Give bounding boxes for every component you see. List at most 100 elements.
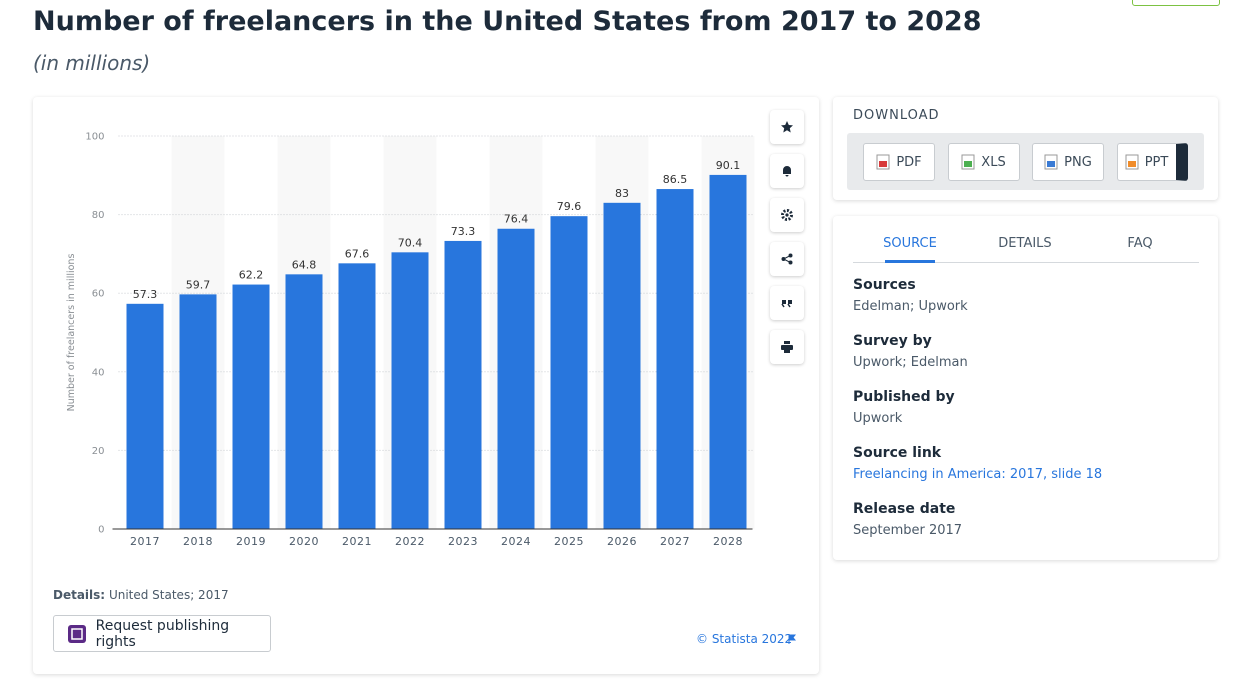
quote-icon bbox=[781, 300, 792, 308]
download-title: DOWNLOAD bbox=[853, 108, 940, 123]
print-button[interactable] bbox=[770, 330, 804, 364]
share-icon bbox=[781, 253, 793, 265]
download-label: XLS bbox=[981, 154, 1006, 170]
notify-button[interactable] bbox=[770, 154, 804, 188]
publish-label: Request publishing rights bbox=[95, 617, 230, 650]
data-label: 59.7 bbox=[186, 278, 211, 291]
bar bbox=[338, 263, 376, 529]
share-button[interactable] bbox=[770, 242, 804, 276]
bar bbox=[285, 274, 323, 529]
x-tick-label: 2022 bbox=[395, 535, 425, 548]
file-icon bbox=[1125, 154, 1139, 170]
file-icon bbox=[1044, 154, 1058, 170]
tab[interactable]: FAQ bbox=[1127, 236, 1153, 251]
file-badge bbox=[1127, 161, 1136, 167]
x-tick-label: 2028 bbox=[713, 535, 743, 548]
x-tick-label: 2027 bbox=[660, 535, 690, 548]
bar bbox=[656, 189, 694, 529]
tab-divider bbox=[853, 262, 1199, 263]
data-label: 79.6 bbox=[557, 200, 582, 213]
bar bbox=[391, 252, 429, 529]
x-tick-label: 2024 bbox=[501, 535, 531, 548]
section-text: Upwork bbox=[853, 411, 903, 426]
section-text: Edelman; Upwork bbox=[853, 299, 968, 314]
data-label: 62.2 bbox=[239, 269, 264, 282]
download-button[interactable]: PPT bbox=[1116, 143, 1188, 181]
file-badge bbox=[879, 161, 888, 167]
section-text: September 2017 bbox=[853, 523, 963, 538]
data-label: 86.5 bbox=[663, 173, 688, 186]
bell-icon bbox=[783, 166, 791, 177]
file-badge bbox=[964, 161, 973, 167]
data-label: 64.8 bbox=[292, 258, 317, 271]
download-label: PNG bbox=[1064, 154, 1092, 170]
y-tick-label: 60 bbox=[92, 289, 105, 300]
gear-icon bbox=[781, 209, 793, 221]
bar bbox=[709, 174, 747, 530]
data-label: 76.4 bbox=[504, 213, 529, 226]
details-text: United States; 2017 bbox=[108, 588, 229, 602]
data-label: 83 bbox=[615, 187, 629, 200]
cite-button[interactable] bbox=[770, 286, 804, 320]
x-tick-label: 2023 bbox=[448, 535, 478, 548]
data-label: 90.1 bbox=[716, 159, 741, 172]
file-icon bbox=[961, 154, 975, 170]
tab[interactable]: SOURCE bbox=[883, 236, 937, 251]
x-tick-label: 2026 bbox=[607, 535, 637, 548]
section-heading: Survey by bbox=[853, 333, 932, 349]
y-tick-label: 40 bbox=[92, 367, 105, 378]
section-heading: Sources bbox=[853, 277, 916, 293]
bar bbox=[444, 240, 482, 529]
bar bbox=[603, 202, 641, 529]
data-label: 70.4 bbox=[398, 236, 423, 249]
data-label: 67.6 bbox=[345, 247, 370, 260]
data-label: 57.3 bbox=[133, 288, 158, 301]
download-button[interactable]: PDF bbox=[863, 143, 935, 181]
star-icon bbox=[781, 121, 793, 133]
section-text: Upwork; Edelman bbox=[853, 355, 968, 370]
page-title: Number of freelancers in the United Stat… bbox=[33, 6, 982, 37]
y-tick-label: 80 bbox=[92, 210, 105, 221]
x-tick-label: 2018 bbox=[183, 535, 213, 548]
section-heading: Source link bbox=[853, 445, 942, 461]
tab[interactable]: DETAILS bbox=[998, 236, 1052, 251]
page-subtitle: (in millions) bbox=[33, 51, 151, 75]
x-tick-label: 2019 bbox=[236, 535, 266, 548]
section-text[interactable]: Freelancing in America: 2017, slide 18 bbox=[853, 467, 1103, 482]
y-tick-label: 100 bbox=[85, 132, 104, 143]
download-button[interactable]: XLS bbox=[947, 143, 1020, 181]
download-label: PPT bbox=[1144, 154, 1169, 170]
x-tick-label: 2017 bbox=[130, 535, 160, 548]
bar bbox=[179, 294, 217, 529]
section-heading: Release date bbox=[853, 501, 956, 517]
bar bbox=[550, 216, 588, 529]
chart: 0 20 40 60 80 100 Number of freelancers in mil… bbox=[66, 132, 755, 548]
x-tick-label: 2020 bbox=[289, 535, 319, 548]
publish-button[interactable]: Request publishing rights bbox=[53, 615, 271, 652]
x-tick-label: 2025 bbox=[554, 535, 584, 548]
y-tick-label: 20 bbox=[92, 446, 105, 457]
file-badge bbox=[1047, 161, 1056, 167]
details-line: Details: United States; 2017 bbox=[53, 588, 229, 602]
info-card bbox=[833, 216, 1218, 560]
favorite-button[interactable] bbox=[770, 110, 804, 144]
download-label: PDF bbox=[896, 154, 922, 170]
bar bbox=[497, 228, 535, 530]
tab-underline bbox=[885, 260, 935, 263]
publish-icon bbox=[68, 624, 86, 643]
data-label: 73.3 bbox=[451, 225, 476, 238]
x-tick-label: 2021 bbox=[342, 535, 372, 548]
file-icon bbox=[876, 154, 890, 170]
top-button[interactable] bbox=[1132, 0, 1220, 6]
section-heading: Published by bbox=[853, 389, 955, 405]
bar bbox=[126, 303, 164, 529]
print-icon bbox=[781, 341, 793, 353]
bar bbox=[232, 284, 270, 529]
y-axis-label: Number of freelancers in millions bbox=[66, 254, 77, 412]
settings-button[interactable] bbox=[770, 198, 804, 232]
download-button[interactable]: PNG bbox=[1032, 143, 1104, 181]
flag-icon bbox=[788, 634, 796, 644]
copyright[interactable]: © Statista 2022 bbox=[696, 632, 793, 646]
details-label: Details: bbox=[53, 588, 106, 602]
